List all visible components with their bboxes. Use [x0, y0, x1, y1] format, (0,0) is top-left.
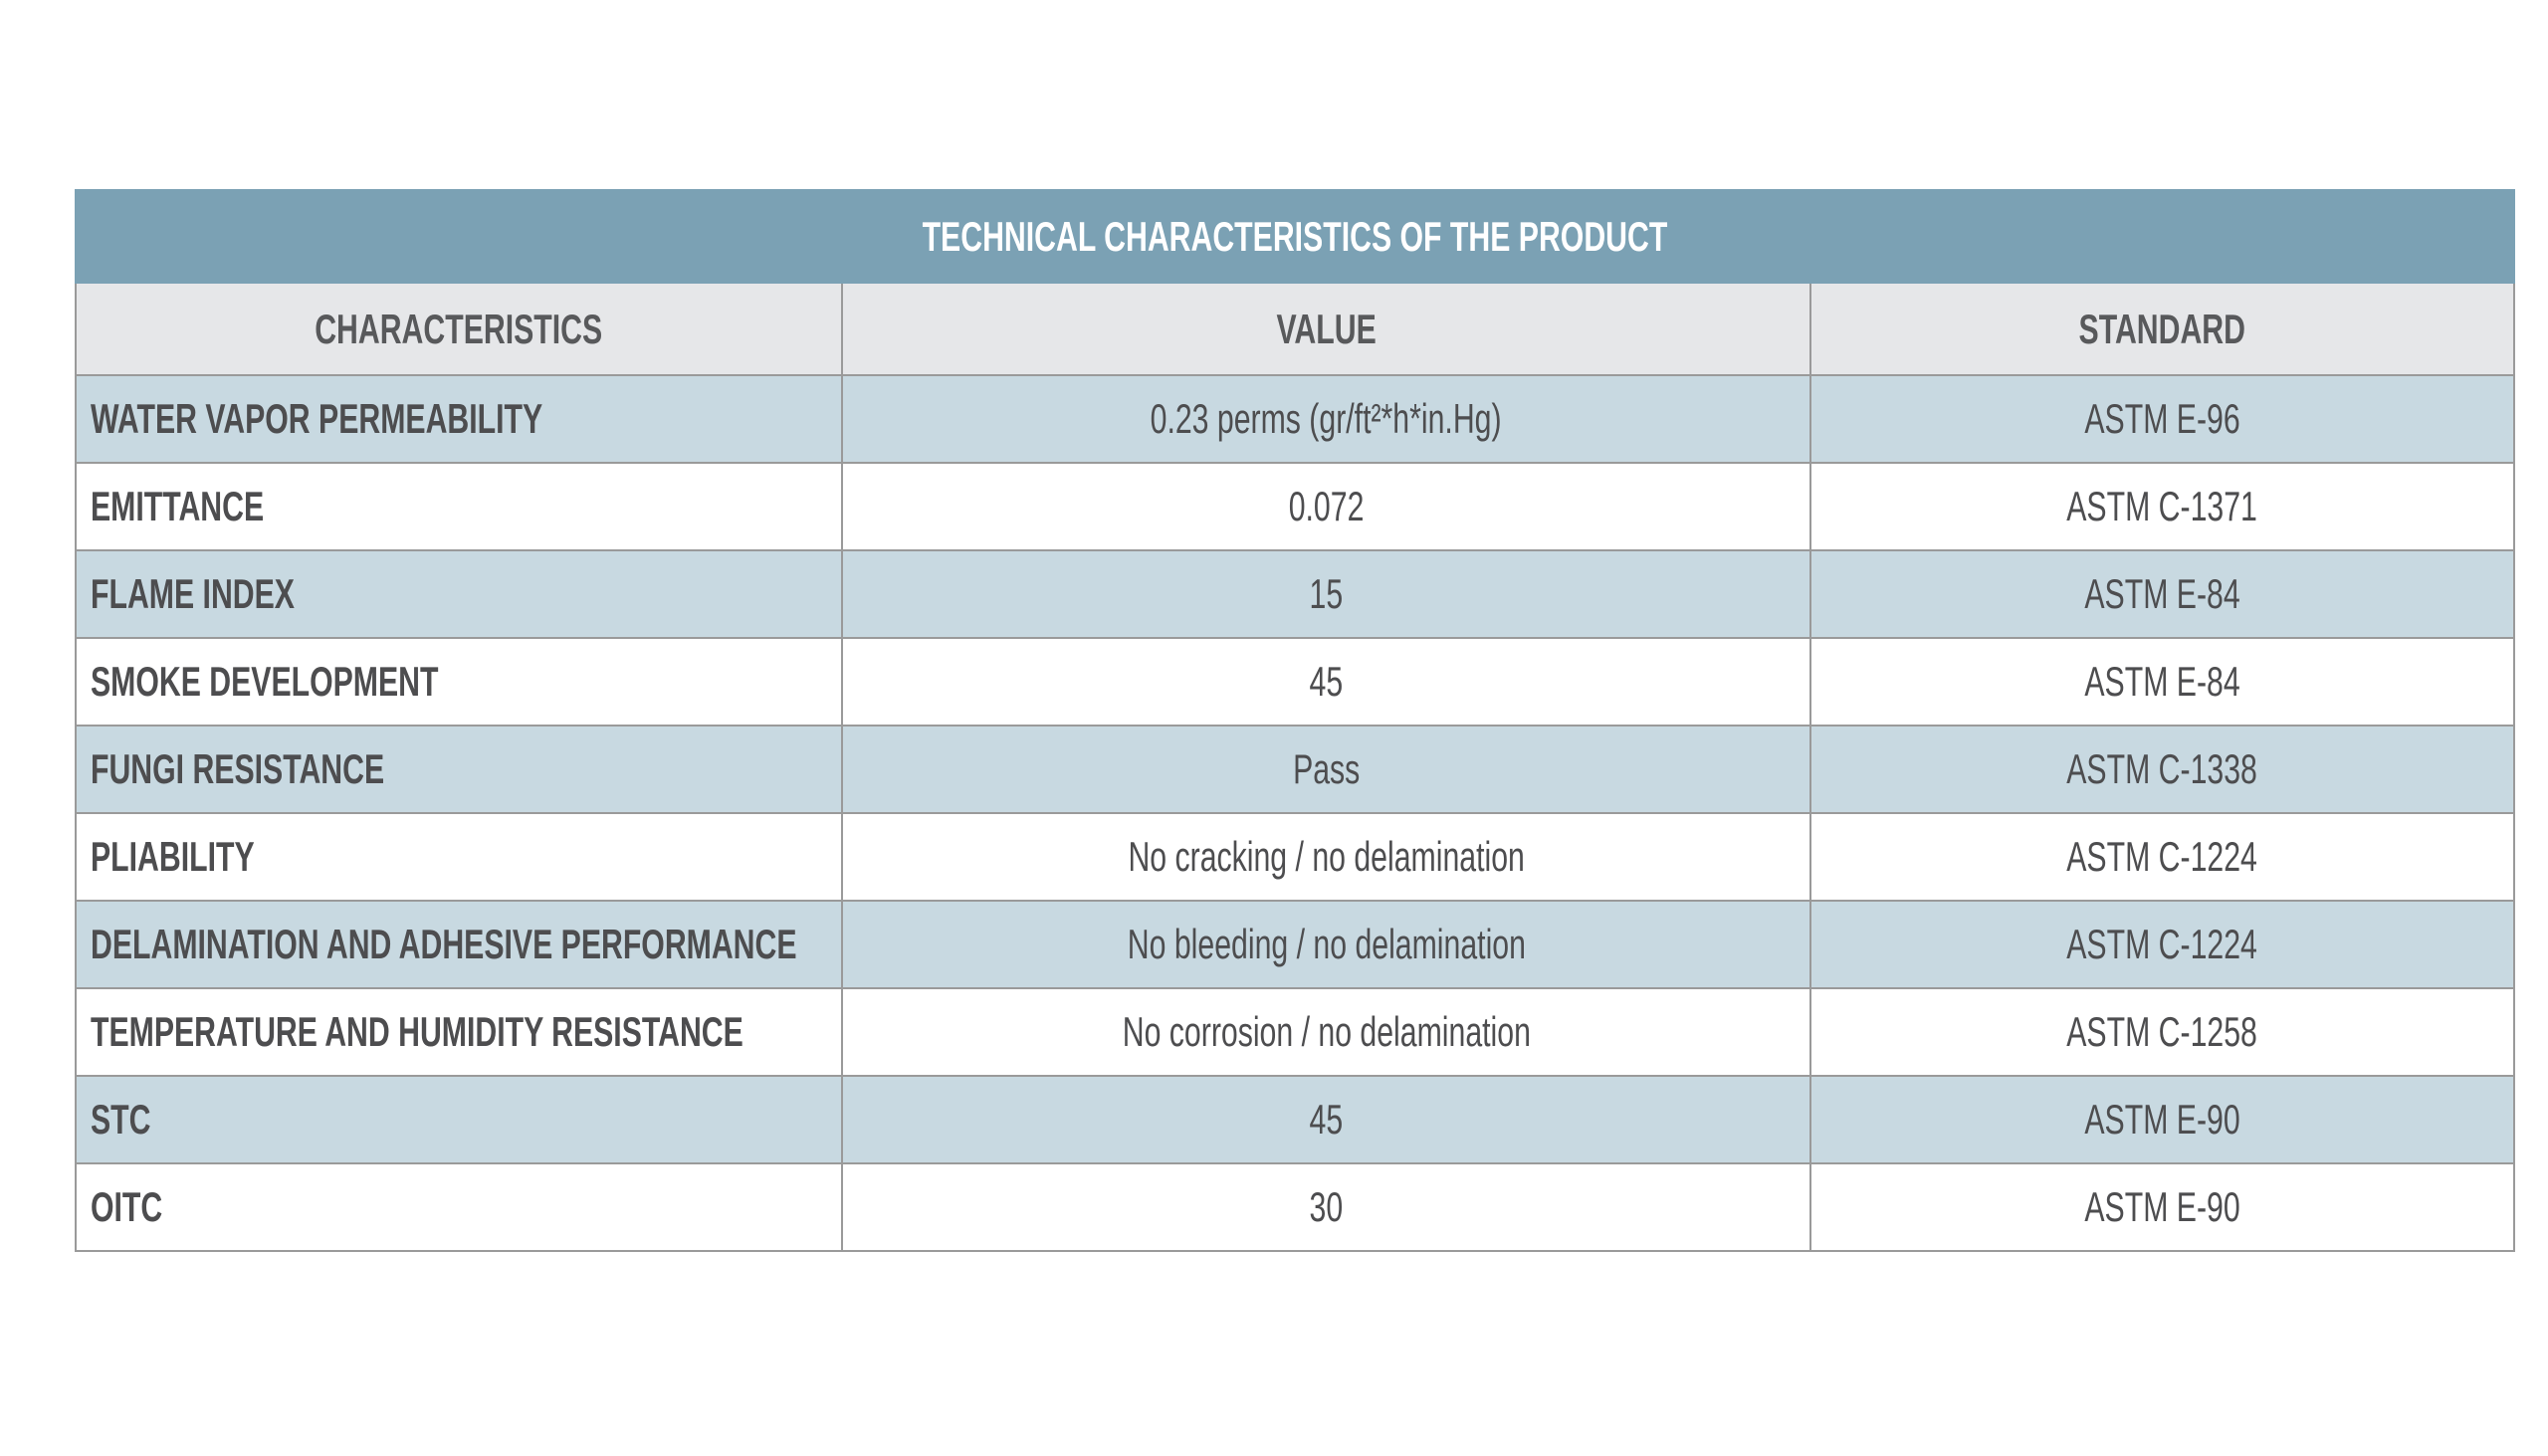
column-header: VALUE [841, 282, 1811, 376]
table-cell-text: EMITTANCE [91, 483, 265, 529]
table-cell-text: 45 [1309, 658, 1344, 705]
table-cell-text: No cracking / no delamination [1128, 833, 1525, 880]
table-cell: 45 [841, 1075, 1811, 1164]
table-row: FUNGI RESISTANCE Pass ASTM C-1338 [75, 725, 2516, 814]
table-cell: Pass [841, 725, 1811, 814]
table-cell: ASTM E-84 [1808, 549, 2516, 639]
table-cell-text: ASTM C-1338 [2066, 745, 2258, 792]
table-cell-text: ASTM C-1258 [2066, 1008, 2258, 1055]
table-cell: No bleeding / no delamination [841, 900, 1811, 989]
table-cell-text: Pass [1292, 745, 1361, 792]
table-cell-text: No corrosion / no delamination [1122, 1008, 1531, 1055]
table-row: STC 45 ASTM E-90 [75, 1075, 2516, 1164]
table-cell-text: ASTM E-90 [2084, 1096, 2240, 1143]
table-cell: WATER VAPOR PERMEABILITY [75, 374, 843, 464]
table-cell-text: ASTM E-90 [2084, 1183, 2240, 1230]
column-header: CHARACTERISTICS [75, 282, 843, 376]
tech-table: TECHNICAL CHARACTERISTICS OF THE PRODUCT… [74, 189, 2516, 1252]
table-row: SMOKE DEVELOPMENT 45 ASTM E-84 [75, 637, 2516, 727]
table-cell-text: DELAMINATION AND ADHESIVE PERFORMANCE [91, 921, 797, 967]
table-cell-text: ASTM E-84 [2084, 658, 2240, 705]
table-cell-text: No bleeding / no delamination [1127, 921, 1526, 967]
table-cell: ASTM C-1258 [1808, 987, 2516, 1077]
column-header: STANDARD [1808, 282, 2516, 376]
table-cell-text: SMOKE DEVELOPMENT [91, 658, 439, 705]
table-cell: ASTM C-1224 [1808, 812, 2516, 902]
table-cell-text: ASTM E-96 [2084, 395, 2240, 442]
table-cell: 45 [841, 637, 1811, 727]
table-row: PLIABILITY No cracking / no delamination A… [75, 812, 2516, 902]
table-row: FLAME INDEX 15 ASTM E-84 [75, 549, 2516, 639]
table-cell: SMOKE DEVELOPMENT [75, 637, 843, 727]
table-cell-text: 0.072 [1288, 483, 1365, 529]
table-cell: OITC [75, 1162, 843, 1252]
table-cell: ASTM E-90 [1808, 1162, 2516, 1252]
table-cell-text: 30 [1309, 1183, 1344, 1230]
table-cell: 0.23 perms (gr/ft²*h*in.Hg) [841, 374, 1811, 464]
table-cell: ASTM E-96 [1808, 374, 2516, 464]
table-cell-text: FUNGI RESISTANCE [91, 745, 385, 792]
table-cell-text: STC [91, 1096, 151, 1143]
column-header-text: CHARACTERISTICS [315, 305, 603, 352]
table-cell: ASTM C-1338 [1808, 725, 2516, 814]
table-row: EMITTANCE 0.072 ASTM C-1371 [75, 462, 2516, 551]
table-cell: No corrosion / no delamination [841, 987, 1811, 1077]
table-cell: TEMPERATURE AND HUMIDITY RESISTANCE [75, 987, 843, 1077]
table-cell: ASTM E-84 [1808, 637, 2516, 727]
table-cell-text: FLAME INDEX [91, 570, 295, 617]
column-header-text: VALUE [1276, 305, 1377, 352]
title-text: TECHNICAL CHARACTERISTICS OF THE PRODUCT [922, 212, 1668, 260]
table-cell-text: ASTM C-1371 [2066, 483, 2258, 529]
table-cell: 30 [841, 1162, 1811, 1252]
table-cell: ASTM C-1371 [1808, 462, 2516, 551]
table-row: OITC 30 ASTM E-90 [75, 1162, 2516, 1252]
table-cell-text: 0.23 perms (gr/ft²*h*in.Hg) [1151, 395, 1502, 442]
table-cell-text: ASTM C-1224 [2066, 833, 2258, 880]
table-cell: PLIABILITY [75, 812, 843, 902]
table-cell-text: PLIABILITY [91, 833, 255, 880]
table-cell: 15 [841, 549, 1811, 639]
table-cell-text: TEMPERATURE AND HUMIDITY RESISTANCE [91, 1008, 743, 1055]
table-cell: No cracking / no delamination [841, 812, 1811, 902]
table-cell: FLAME INDEX [75, 549, 843, 639]
table-cell-text: OITC [91, 1183, 163, 1230]
table-cell-text: ASTM E-84 [2084, 570, 2240, 617]
table-row: WATER VAPOR PERMEABILITY 0.23 perms (gr/f… [75, 374, 2516, 464]
table-cell-text: WATER VAPOR PERMEABILITY [91, 395, 543, 442]
table-cell-text: 45 [1309, 1096, 1344, 1143]
table-cell-text: ASTM C-1224 [2066, 921, 2258, 967]
table-cell: 0.072 [841, 462, 1811, 551]
table-row: TEMPERATURE AND HUMIDITY RESISTANCE No co… [75, 987, 2516, 1077]
table-cell: DELAMINATION AND ADHESIVE PERFORMANCE [75, 900, 843, 989]
table-row: DELAMINATION AND ADHESIVE PERFORMANCE No … [75, 900, 2516, 989]
table-cell: ASTM C-1224 [1808, 900, 2516, 989]
table-cell: STC [75, 1075, 843, 1164]
table-cell: ASTM E-90 [1808, 1075, 2516, 1164]
table-cell: FUNGI RESISTANCE [75, 725, 843, 814]
table-title: TECHNICAL CHARACTERISTICS OF THE PRODUCT [74, 189, 2516, 284]
column-header-text: STANDARD [2078, 305, 2246, 352]
table-cell: EMITTANCE [75, 462, 843, 551]
table-cell-text: 15 [1309, 570, 1344, 617]
